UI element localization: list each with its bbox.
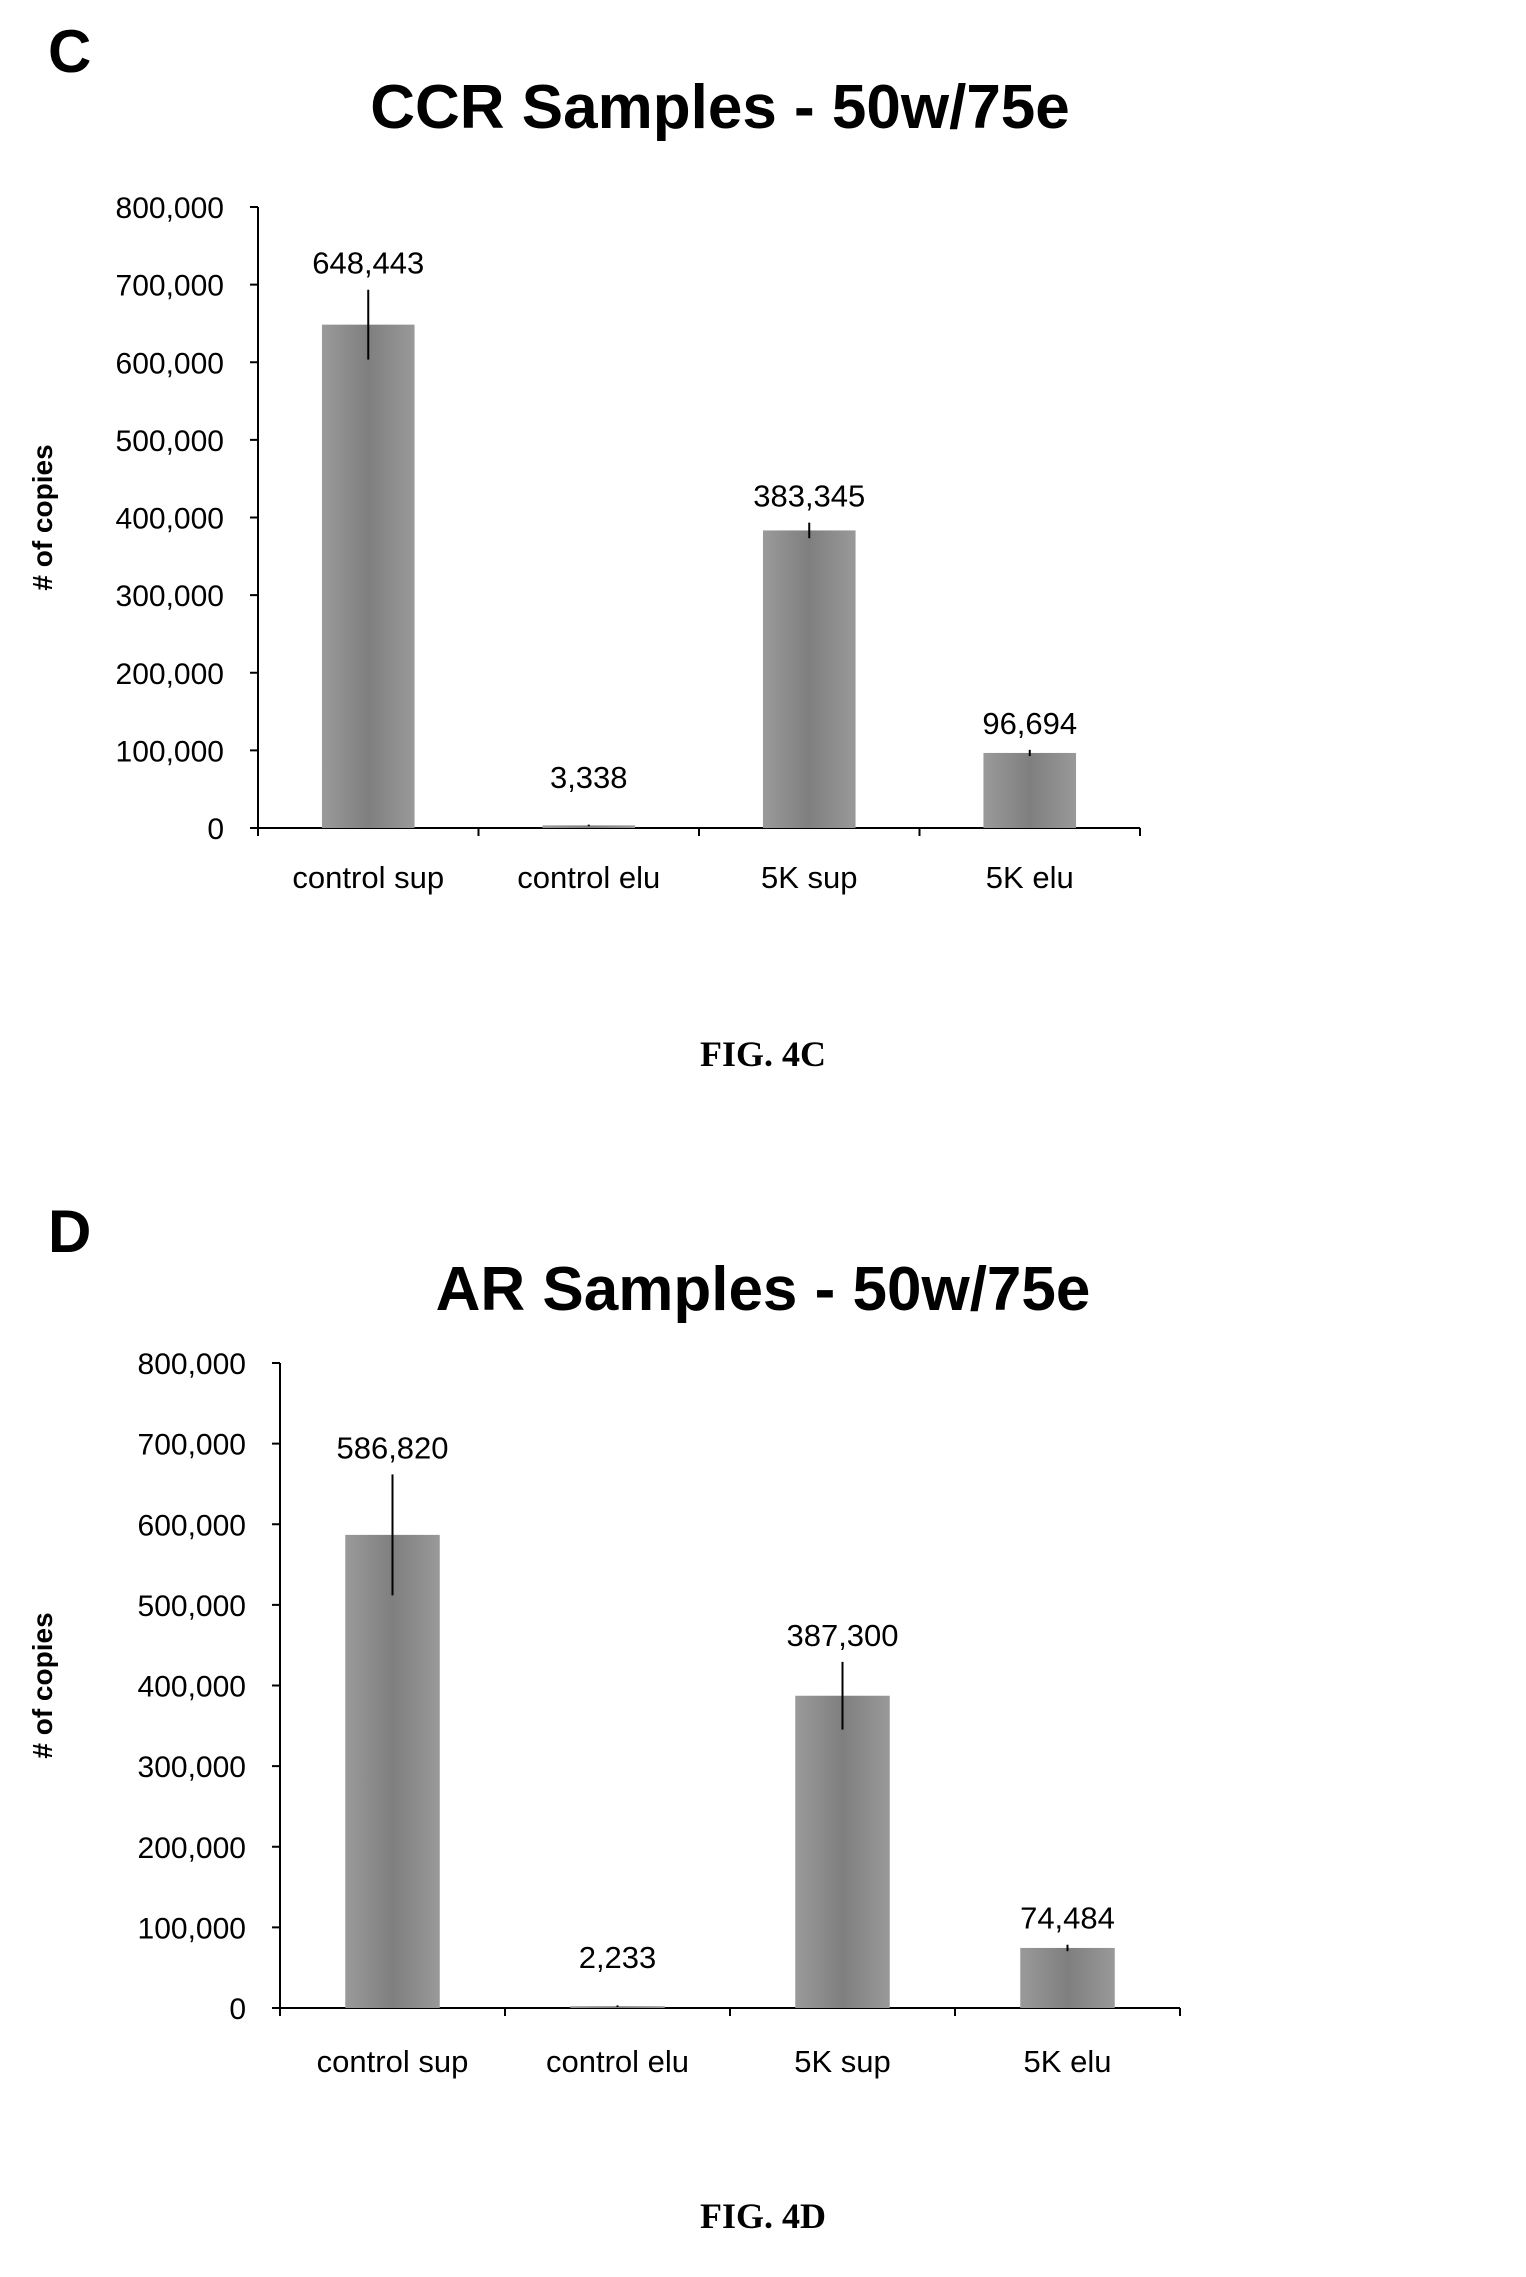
category-label: control elu: [517, 860, 660, 895]
data-label: 648,443: [312, 246, 424, 281]
y-tick-label: 700,000: [138, 1429, 246, 1462]
bar: [762, 530, 856, 828]
category-label: control elu: [546, 2044, 689, 2079]
data-label: 74,484: [1020, 1901, 1115, 1936]
category-label: control sup: [292, 860, 444, 895]
data-label: 2,233: [579, 1940, 657, 1975]
data-label: 387,300: [786, 1618, 898, 1653]
figure-caption: FIG. 4D: [700, 2196, 826, 2236]
y-tick-label: 700,000: [116, 270, 224, 303]
chart-title: AR Samples - 50w/75e: [436, 1255, 1091, 1324]
category-label: 5K elu: [1024, 2044, 1112, 2079]
y-tick-label: 0: [207, 813, 224, 846]
bar: [542, 825, 636, 828]
data-label: 3,338: [550, 760, 628, 795]
bar: [570, 2006, 665, 2008]
category-label: 5K elu: [986, 860, 1074, 895]
data-label: 586,820: [336, 1430, 448, 1465]
panel-letter: C: [48, 18, 91, 85]
y-tick-label: 400,000: [138, 1671, 246, 1704]
chart-title: CCR Samples - 50w/75e: [370, 73, 1070, 142]
figure-caption: FIG. 4C: [700, 1034, 826, 1074]
y-tick-label: 300,000: [138, 1751, 246, 1784]
y-tick-label: 0: [229, 1993, 246, 2026]
y-tick-label: 400,000: [116, 503, 224, 536]
y-tick-label: 500,000: [138, 1590, 246, 1623]
y-axis-label: # of copies: [27, 1612, 58, 1758]
category-label: 5K sup: [794, 2044, 891, 2079]
y-tick-label: 100,000: [138, 1912, 246, 1945]
y-tick-label: 500,000: [116, 425, 224, 458]
data-label: 96,694: [982, 706, 1077, 741]
panel-letter: D: [48, 1198, 91, 1265]
y-tick-label: 600,000: [116, 347, 224, 380]
y-tick-label: 300,000: [116, 580, 224, 613]
y-tick-label: 200,000: [116, 658, 224, 691]
data-label: 383,345: [753, 479, 865, 514]
bar: [345, 1534, 440, 2008]
y-tick-label: 600,000: [138, 1509, 246, 1542]
y-tick-label: 100,000: [116, 735, 224, 768]
category-label: control sup: [317, 2044, 469, 2079]
y-tick-label: 800,000: [116, 192, 224, 225]
bar: [983, 752, 1077, 828]
y-tick-label: 200,000: [138, 1832, 246, 1865]
y-tick-label: 800,000: [138, 1348, 246, 1381]
y-axis-label: # of copies: [27, 444, 58, 590]
bar: [321, 324, 415, 828]
bar: [1020, 1947, 1115, 2008]
category-label: 5K sup: [761, 860, 858, 895]
bar: [795, 1695, 890, 2008]
